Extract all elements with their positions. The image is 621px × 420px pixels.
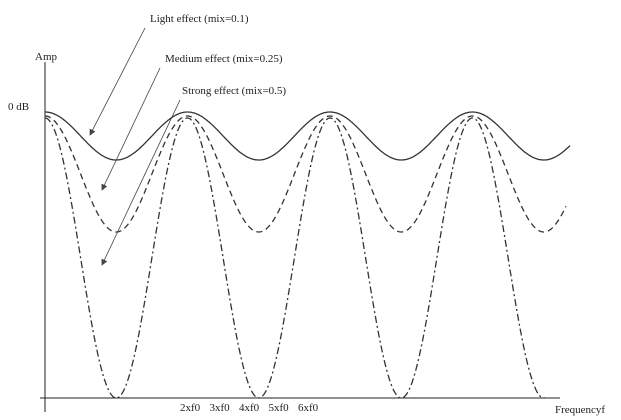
curve [45,111,571,161]
annotation: Medium effect (mix=0.25) [165,53,283,65]
x-tick-label: 3xf0 [210,402,231,414]
curve [44,117,546,399]
arrow [101,67,161,191]
curve [44,115,567,233]
arrow [89,27,146,136]
annotation: Strong effect (mix=0.5) [182,85,286,97]
annotation: Light effect (mix=0.1) [150,13,249,25]
arrow [101,99,181,266]
y-tick-label: 0 dB [8,101,29,113]
x-tick-label: 6xf0 [298,402,319,414]
x-tick-label: 5xf0 [269,402,290,414]
x-axis-label: Frequencyf [555,404,605,416]
y-axis-label: Amp [35,51,58,63]
x-tick-label: 4xf0 [239,402,260,414]
x-tick-label: 2xf0 [180,402,201,414]
